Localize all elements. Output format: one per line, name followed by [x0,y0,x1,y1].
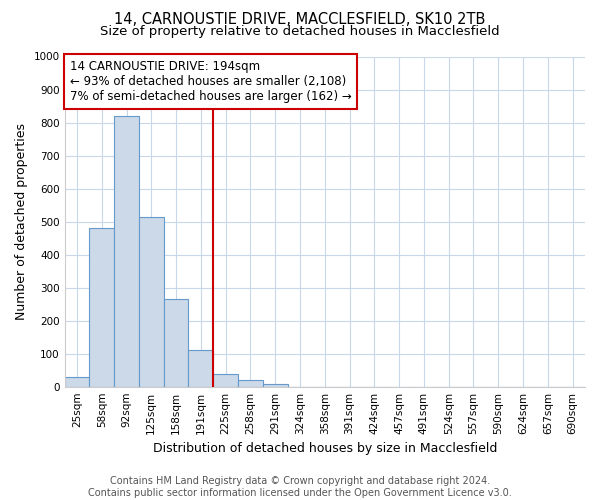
Bar [263,384,287,386]
Y-axis label: Number of detached properties: Number of detached properties [15,123,28,320]
Text: 14 CARNOUSTIE DRIVE: 194sqm
← 93% of detached houses are smaller (2,108)
7% of s: 14 CARNOUSTIE DRIVE: 194sqm ← 93% of det… [70,60,352,103]
Bar [238,380,263,386]
Bar [65,377,89,386]
Bar [114,116,139,386]
Text: Contains HM Land Registry data © Crown copyright and database right 2024.
Contai: Contains HM Land Registry data © Crown c… [88,476,512,498]
Text: Size of property relative to detached houses in Macclesfield: Size of property relative to detached ho… [100,25,500,38]
Bar [164,299,188,386]
Text: 14, CARNOUSTIE DRIVE, MACCLESFIELD, SK10 2TB: 14, CARNOUSTIE DRIVE, MACCLESFIELD, SK10… [115,12,485,28]
Bar [213,374,238,386]
Bar [188,350,213,386]
X-axis label: Distribution of detached houses by size in Macclesfield: Distribution of detached houses by size … [152,442,497,455]
Bar [89,228,114,386]
Bar [139,216,164,386]
